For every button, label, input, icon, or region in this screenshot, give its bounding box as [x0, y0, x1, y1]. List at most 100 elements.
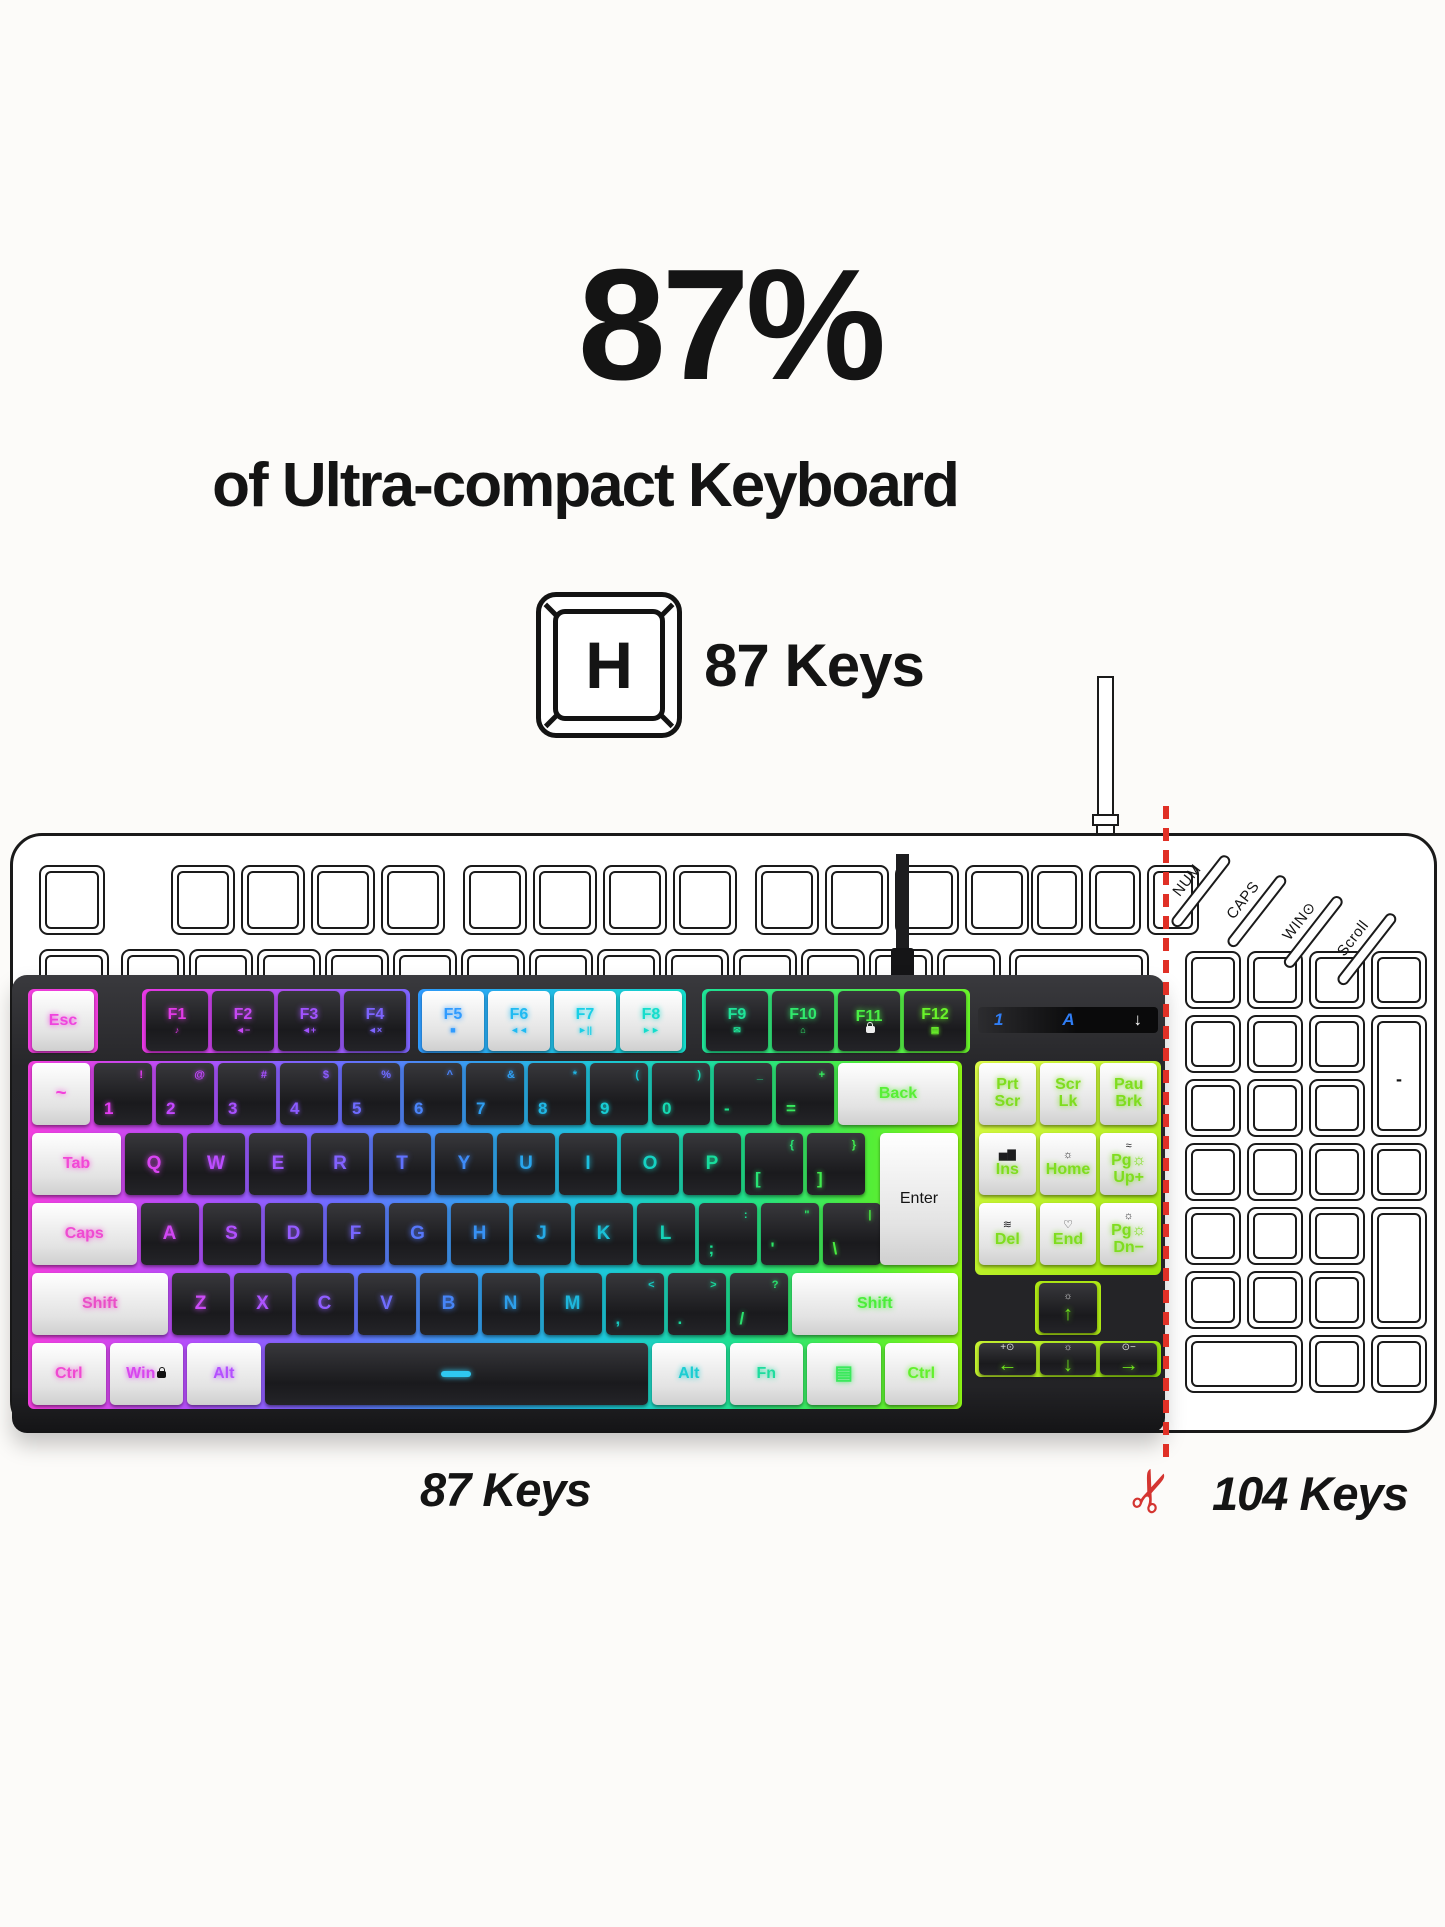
- key-menu: ▤: [807, 1343, 881, 1405]
- outline-key-wide: [1185, 1335, 1303, 1393]
- key-f7: F7 ►||: [554, 991, 616, 1051]
- ins-icon: ▅▇: [998, 1148, 1016, 1161]
- key-row: Tab Q W E R T Y U I O P{[}]: [30, 1133, 960, 1195]
- lock-icon: [865, 1021, 875, 1033]
- caps-indicator: A: [1062, 1010, 1075, 1029]
- key-r: R: [311, 1133, 369, 1195]
- key-alt-right: Alt: [652, 1343, 726, 1405]
- outline-key: [1089, 865, 1141, 935]
- outline-key: [1371, 1335, 1427, 1393]
- dark-keyboard: Esc F1 ♪ F2 ◄− F3 ◄+ F4 ◄× F5 ■ F6 ◄◄ F7 ►|| F8 ►► F9 ✉ F10…: [12, 975, 1165, 1433]
- key-x: X: [233, 1273, 292, 1335]
- outline-key: [1031, 865, 1083, 935]
- key-row: ~! 1 @2 #3 $4% 5 ^ 6 & 7 * 8(9) 0 _ - + = Back: [30, 1063, 960, 1125]
- key-d: D: [264, 1203, 323, 1265]
- key-t: T: [373, 1133, 431, 1195]
- outline-key: [1185, 1271, 1241, 1329]
- key-esc: Esc: [32, 991, 94, 1051]
- media-icon: ◄−: [235, 1024, 251, 1035]
- right-key-cluster: Prt Scr Scr Lk Pau Brk ▅▇ Ins ☼ Home ≈ Pg☼ Up+ ≋ Del ♡ E…: [975, 1061, 1161, 1377]
- up-arrow-row: ☼ ↑: [975, 1281, 1161, 1335]
- key-row: ▅▇ Ins ☼ Home ≈ Pg☼ Up+: [977, 1133, 1159, 1195]
- outline-key: [1309, 1335, 1365, 1393]
- key-arrow-up: ☼ ↑: [1039, 1283, 1097, 1333]
- outline-key: [1309, 1079, 1365, 1137]
- key-row: Shift Z X C V B N M <, >.? / Shift: [30, 1273, 960, 1335]
- key-ctrl-left: Ctrl: [32, 1343, 106, 1405]
- arrow-left-sub-icon: +⊙: [1000, 1342, 1015, 1353]
- key-9: (9: [590, 1063, 648, 1125]
- media-icon: ▤: [930, 1024, 940, 1035]
- outline-key-tall: -: [1371, 1015, 1427, 1137]
- arrow-down-glyph: ↓: [1063, 1354, 1073, 1376]
- key-5: % 5: [342, 1063, 400, 1125]
- key-caps: Caps: [32, 1203, 137, 1265]
- outline-key: [1247, 1207, 1303, 1265]
- outline-key: [1247, 1015, 1303, 1073]
- key-c: C: [295, 1273, 354, 1335]
- key-tilde: ~: [32, 1063, 90, 1125]
- outline-key: [39, 865, 105, 935]
- key-f10: F10 ⌂: [772, 991, 834, 1051]
- key-m: M: [543, 1273, 602, 1335]
- outline-key: [825, 865, 889, 935]
- outline-key: [603, 865, 667, 935]
- key-ctrl-right: Ctrl: [884, 1343, 958, 1405]
- key-end: ♡ End: [1039, 1203, 1097, 1265]
- pg-up-icon: ≈: [1125, 1140, 1132, 1153]
- main-key-block: ~! 1 @2 #3 $4% 5 ^ 6 & 7 * 8(9) 0 _ - + = Back Tab Q W E R T Y U I…: [28, 1061, 962, 1409]
- media-icon: ✉: [733, 1024, 741, 1035]
- media-icon: ►►: [642, 1024, 660, 1035]
- key-e: E: [249, 1133, 307, 1195]
- arrow-down-sub-icon: ☼: [1063, 1342, 1073, 1353]
- key-j: J: [512, 1203, 571, 1265]
- outline-cable: [1097, 676, 1114, 816]
- media-icon: ►||: [578, 1024, 592, 1035]
- key-arrow-right: ⊙− →: [1100, 1343, 1158, 1375]
- key-rbracket: }]: [807, 1133, 865, 1195]
- key-7: & 7: [466, 1063, 524, 1125]
- page-title: 87%: [577, 237, 886, 413]
- key-prt-scr: Prt Scr: [979, 1063, 1036, 1125]
- key-row: ≋ Del ♡ End ☼ Pg☼ Dn−: [977, 1203, 1159, 1265]
- status-panel: 1 A ↓: [978, 1007, 1158, 1033]
- num-indicator: 1: [994, 1010, 1004, 1029]
- arrow-keys-pad: +⊙ ← ☼ ↓ ⊙− →: [975, 1341, 1161, 1377]
- key-win: Win: [109, 1343, 183, 1405]
- keycap-caption: 87 Keys: [704, 631, 925, 699]
- outline-key: [1185, 1143, 1241, 1201]
- key-3: #3: [218, 1063, 276, 1125]
- key-pau-brk: Pau Brk: [1100, 1063, 1158, 1125]
- outline-key: [755, 865, 819, 935]
- del-icon: ≋: [1002, 1218, 1012, 1231]
- outline-key-tall: [1371, 1207, 1427, 1329]
- key-shift-left: Shift: [32, 1273, 168, 1335]
- outline-key: [965, 865, 1029, 935]
- key-del: ≋ Del: [979, 1203, 1036, 1265]
- key-pg-dn: ☼ Pg☼ Dn−: [1100, 1203, 1158, 1265]
- up-key-pad: ☼ ↑: [1035, 1281, 1101, 1335]
- key-z: Z: [171, 1273, 230, 1335]
- key-lbracket: {[: [745, 1133, 803, 1195]
- outline-key: [171, 865, 235, 935]
- scissors-icon: ✂: [1113, 1458, 1189, 1524]
- key-a: A: [140, 1203, 199, 1265]
- key-l: L: [636, 1203, 695, 1265]
- f-row-segment: F9 ✉ F10 ⌂ F11 F12 ▤: [702, 989, 970, 1053]
- key-row: Ctrl Win Alt Alt Fn ▤ Ctrl: [30, 1343, 960, 1405]
- media-icon: ♪: [174, 1024, 180, 1035]
- key-6: ^ 6: [404, 1063, 462, 1125]
- outline-key: [1371, 1143, 1427, 1201]
- cut-line: [1163, 806, 1169, 1458]
- pg-dn-icon: ☼: [1123, 1210, 1134, 1223]
- key-y: Y: [435, 1133, 493, 1195]
- key-i: I: [559, 1133, 617, 1195]
- key-f5: F5 ■: [422, 991, 484, 1051]
- backlight-icon: ☼: [1063, 1291, 1073, 1302]
- key-space: [264, 1343, 648, 1405]
- key-minus: _ -: [714, 1063, 772, 1125]
- label-104-keys: 104 Keys: [1212, 1467, 1409, 1520]
- right-cluster-pad: Prt Scr Scr Lk Pau Brk ▅▇ Ins ☼ Home ≈ Pg☼ Up+ ≋ Del ♡ E…: [975, 1061, 1161, 1275]
- outline-key: [381, 865, 445, 935]
